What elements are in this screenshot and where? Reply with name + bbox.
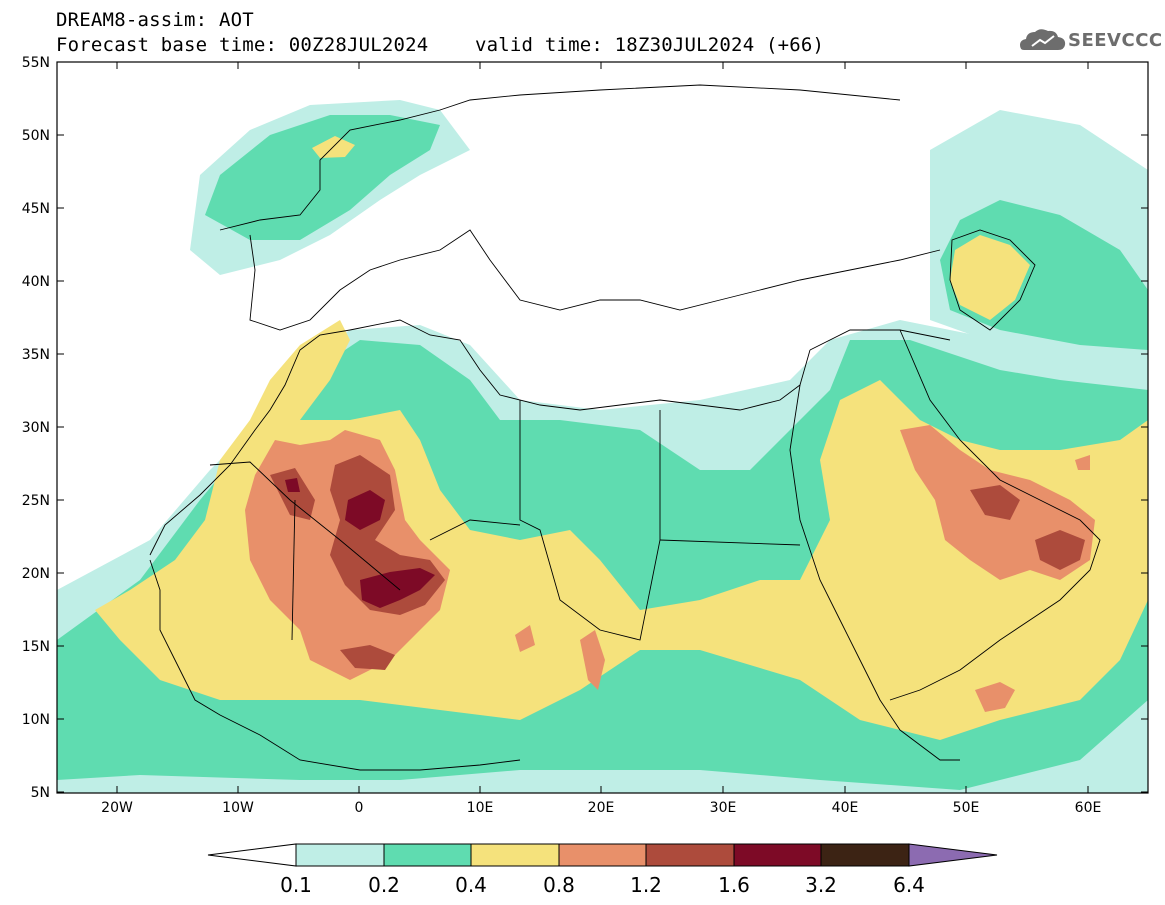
lon-label: 10W <box>222 800 254 816</box>
lon-label: 20E <box>588 800 615 816</box>
lat-label: 40N <box>22 274 50 290</box>
colorbar-bin <box>558 843 647 867</box>
lon-label: 40E <box>832 800 859 816</box>
coastlines <box>149 84 1101 771</box>
colorbar-bin <box>295 843 385 867</box>
lat-label: 30N <box>22 420 50 436</box>
latitude-axis: 55N 50N 45N 40N 35N 30N 25N 20N 15N 10N … <box>22 55 1148 801</box>
colorbar-bin <box>645 843 735 867</box>
colorbar: 0.1 0.2 0.4 0.8 1.2 1.6 3.2 6.4 <box>207 843 998 897</box>
lon-label: 10E <box>467 800 494 816</box>
lon-label: 50E <box>953 800 980 816</box>
lon-label: 20W <box>101 800 133 816</box>
lat-label: 55N <box>22 55 50 71</box>
colorbar-bin <box>470 843 560 867</box>
lat-label: 25N <box>22 493 50 509</box>
longitude-axis: 20W 10W 0 10E 20E 30E 40E 50E 60E <box>101 62 1101 816</box>
lat-label: 15N <box>22 639 50 655</box>
cloud-icon <box>1020 29 1066 50</box>
lon-label: 0 <box>355 800 364 816</box>
colorbar-tick-label: 3.2 <box>805 873 837 897</box>
forecast-time-line: Forecast base time: 00Z28JUL2024 valid t… <box>56 34 825 56</box>
colorbar-tick-label: 1.6 <box>718 873 750 897</box>
lat-label: 20N <box>22 566 50 582</box>
colorbar-tick-label: 1.2 <box>630 873 662 897</box>
lat-label: 5N <box>31 785 50 801</box>
colorbar-bin <box>733 843 822 867</box>
colorbar-bin <box>383 843 472 867</box>
colorbar-over-triangle <box>908 843 998 867</box>
colorbar-tick-label: 6.4 <box>893 873 925 897</box>
colorbar-bin <box>820 843 910 867</box>
logo-text: SEEVCCC <box>1068 30 1163 51</box>
colorbar-tick-label: 0.8 <box>543 873 575 897</box>
lon-label: 30E <box>710 800 737 816</box>
lat-label: 50N <box>22 128 50 144</box>
colorbar-tick-label: 0.2 <box>368 873 400 897</box>
colorbar-under-triangle <box>207 843 297 867</box>
lon-label: 60E <box>1075 800 1102 816</box>
aot-field <box>57 62 1148 793</box>
colorbar-tick-label: 0.4 <box>455 873 487 897</box>
lat-label: 45N <box>22 201 50 217</box>
colorbar-tick-label: 0.1 <box>280 873 312 897</box>
lat-label: 35N <box>22 347 50 363</box>
map-title: DREAM8-assim: AOT <box>56 9 254 31</box>
lat-label: 10N <box>22 712 50 728</box>
